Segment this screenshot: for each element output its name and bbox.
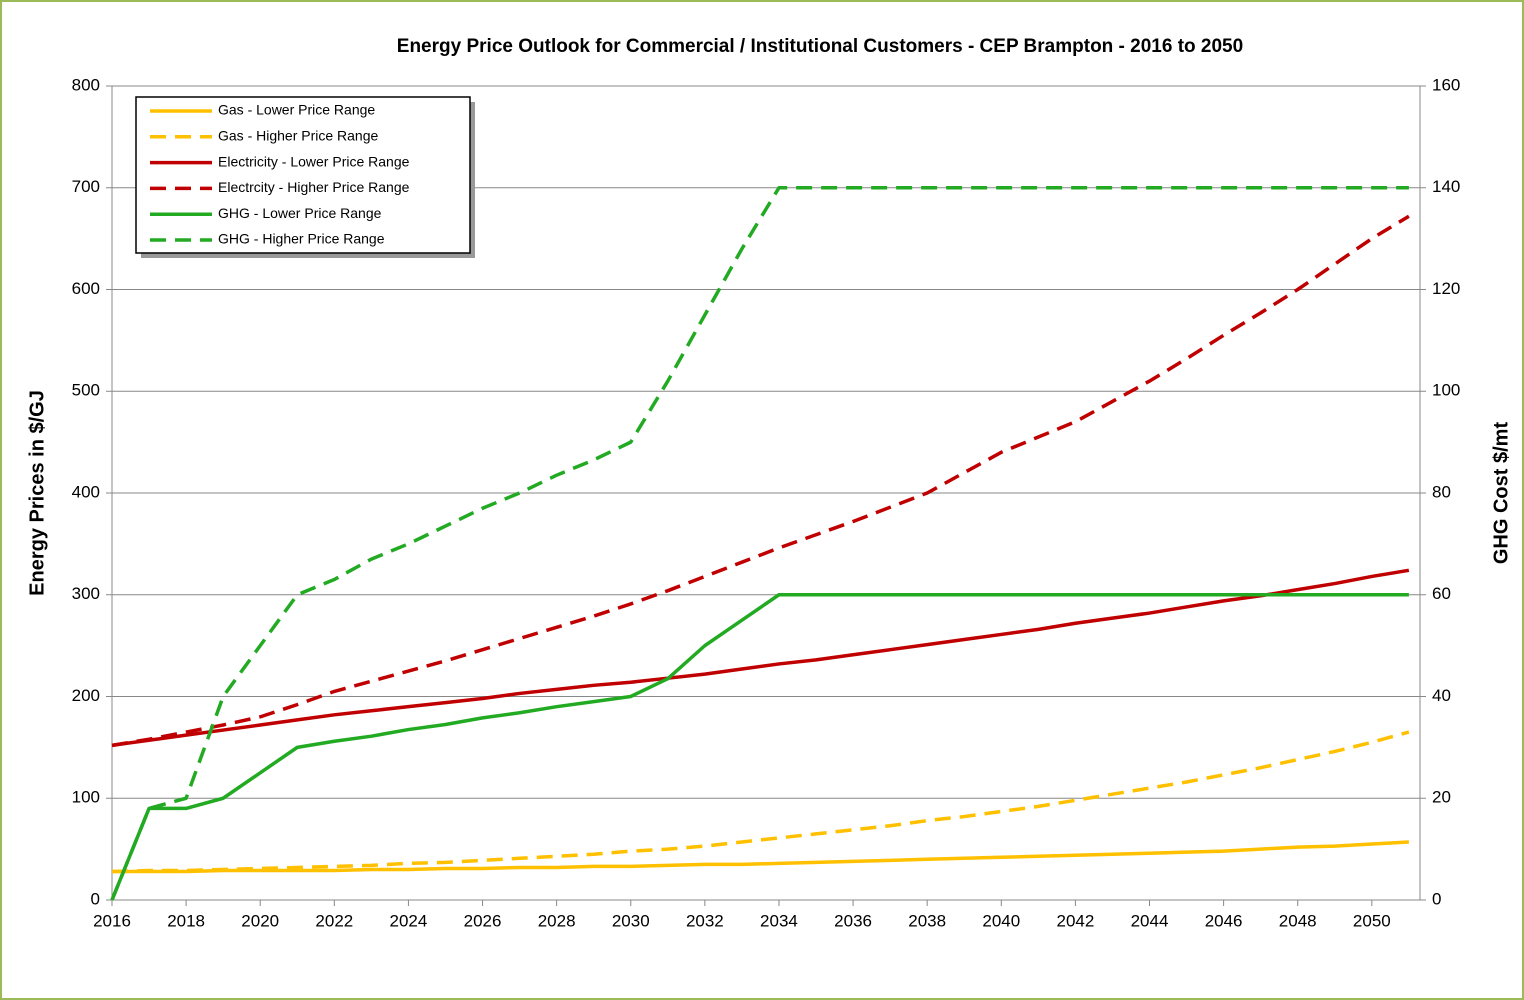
x-tick-label: 2050 bbox=[1353, 911, 1391, 930]
x-tick-label: 2038 bbox=[908, 911, 946, 930]
y2-tick-label: 120 bbox=[1432, 279, 1460, 298]
x-tick-label: 2024 bbox=[390, 911, 428, 930]
x-tick-label: 2044 bbox=[1131, 911, 1169, 930]
y-tick-label: 700 bbox=[72, 177, 100, 196]
y2-tick-label: 40 bbox=[1432, 686, 1451, 705]
y-tick-label: 300 bbox=[72, 584, 100, 603]
y2-tick-label: 60 bbox=[1432, 584, 1451, 603]
x-tick-label: 2034 bbox=[760, 911, 798, 930]
x-tick-label: 2016 bbox=[93, 911, 131, 930]
y-tick-label: 400 bbox=[72, 482, 100, 501]
x-tick-label: 2042 bbox=[1056, 911, 1094, 930]
legend-label: Electrcity - Higher Price Range bbox=[218, 179, 410, 195]
y2-axis-label: GHG Cost $/mt bbox=[1490, 422, 1512, 565]
legend-label: GHG - Lower Price Range bbox=[218, 205, 382, 221]
y-tick-label: 0 bbox=[91, 889, 100, 908]
x-tick-label: 2026 bbox=[464, 911, 502, 930]
series-line bbox=[110, 186, 1409, 901]
y2-tick-label: 100 bbox=[1432, 381, 1460, 400]
y-tick-label: 600 bbox=[72, 279, 100, 298]
x-tick-label: 2046 bbox=[1205, 911, 1243, 930]
series-line bbox=[112, 840, 1409, 874]
x-tick-label: 2020 bbox=[241, 911, 279, 930]
legend-label: Electricity - Lower Price Range bbox=[218, 153, 410, 169]
x-tick-label: 2032 bbox=[686, 911, 724, 930]
x-tick-label: 2018 bbox=[167, 911, 205, 930]
series-line bbox=[110, 593, 1409, 901]
y-tick-label: 500 bbox=[72, 381, 100, 400]
series-line bbox=[111, 730, 1410, 874]
series-line bbox=[111, 214, 1410, 748]
y2-tick-label: 20 bbox=[1432, 788, 1451, 807]
y2-tick-label: 0 bbox=[1432, 889, 1441, 908]
y-axis-label: Energy Prices in $/GJ bbox=[26, 390, 48, 596]
y2-tick-label: 160 bbox=[1432, 75, 1460, 94]
y-tick-label: 200 bbox=[72, 686, 100, 705]
y-tick-label: 100 bbox=[72, 788, 100, 807]
y2-tick-label: 140 bbox=[1432, 177, 1460, 196]
x-tick-label: 2036 bbox=[834, 911, 872, 930]
x-tick-label: 2040 bbox=[982, 911, 1020, 930]
chart-title: Energy Price Outlook for Commercial / In… bbox=[397, 36, 1243, 57]
x-tick-label: 2022 bbox=[315, 911, 353, 930]
legend-box bbox=[135, 96, 471, 254]
legend-label: Gas - Lower Price Range bbox=[218, 102, 375, 118]
y2-tick-label: 80 bbox=[1432, 482, 1451, 501]
y-tick-label: 800 bbox=[72, 75, 100, 94]
x-tick-label: 2048 bbox=[1279, 911, 1317, 930]
x-tick-label: 2028 bbox=[538, 911, 576, 930]
legend-label: GHG - Higher Price Range bbox=[218, 231, 385, 247]
series-line bbox=[111, 568, 1410, 748]
x-tick-label: 2030 bbox=[612, 911, 650, 930]
legend-label: Gas - Higher Price Range bbox=[218, 128, 379, 144]
